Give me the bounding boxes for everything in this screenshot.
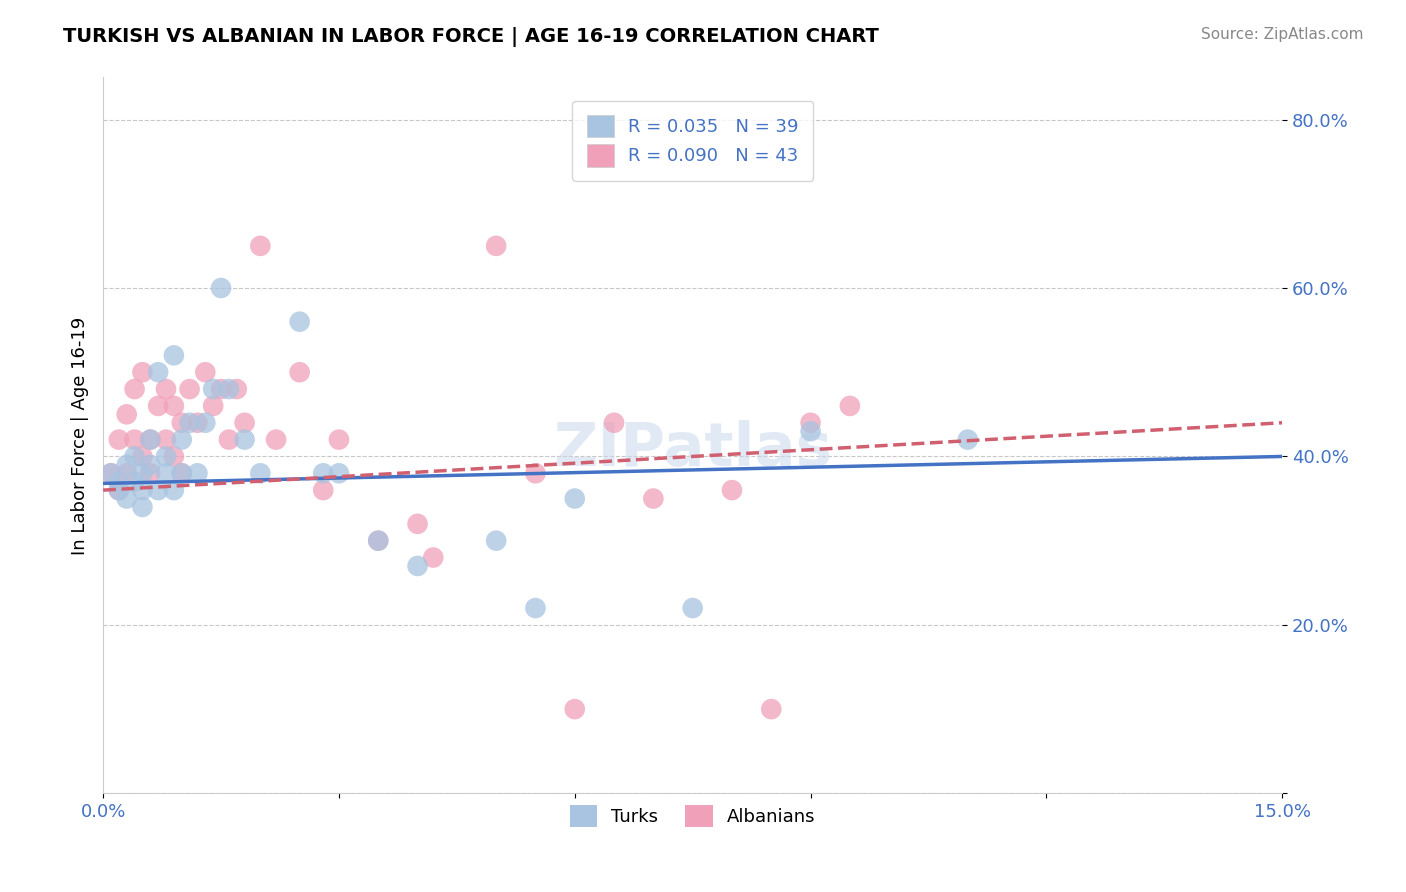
Point xyxy=(233,433,256,447)
Point xyxy=(131,500,153,514)
Point xyxy=(288,365,311,379)
Point xyxy=(170,416,193,430)
Point xyxy=(406,558,429,573)
Point xyxy=(170,467,193,481)
Point xyxy=(524,601,547,615)
Point xyxy=(209,281,232,295)
Point xyxy=(682,601,704,615)
Point xyxy=(146,483,169,497)
Point xyxy=(179,416,201,430)
Point xyxy=(367,533,389,548)
Point xyxy=(155,450,177,464)
Point xyxy=(249,467,271,481)
Point xyxy=(131,483,153,497)
Point xyxy=(124,433,146,447)
Point xyxy=(194,365,217,379)
Point xyxy=(131,450,153,464)
Point xyxy=(163,348,186,362)
Point xyxy=(146,399,169,413)
Point xyxy=(124,450,146,464)
Point xyxy=(194,416,217,430)
Point xyxy=(124,475,146,489)
Point xyxy=(564,702,586,716)
Point xyxy=(367,533,389,548)
Point xyxy=(131,467,153,481)
Point xyxy=(155,467,177,481)
Point xyxy=(163,399,186,413)
Point xyxy=(155,382,177,396)
Point xyxy=(100,467,122,481)
Point xyxy=(406,516,429,531)
Point xyxy=(163,483,186,497)
Point xyxy=(170,467,193,481)
Point xyxy=(643,491,665,506)
Point xyxy=(108,475,131,489)
Point xyxy=(202,399,225,413)
Legend: Turks, Albanians: Turks, Albanians xyxy=(562,798,823,834)
Point xyxy=(139,467,162,481)
Point xyxy=(524,467,547,481)
Y-axis label: In Labor Force | Age 16-19: In Labor Force | Age 16-19 xyxy=(72,317,89,555)
Point xyxy=(139,433,162,447)
Point xyxy=(131,365,153,379)
Point xyxy=(328,433,350,447)
Point xyxy=(312,467,335,481)
Point xyxy=(956,433,979,447)
Point xyxy=(108,483,131,497)
Point xyxy=(249,239,271,253)
Point xyxy=(328,467,350,481)
Point xyxy=(115,491,138,506)
Point xyxy=(124,382,146,396)
Point xyxy=(108,483,131,497)
Point xyxy=(800,416,823,430)
Point xyxy=(233,416,256,430)
Text: ZIPatlas: ZIPatlas xyxy=(553,420,832,479)
Point xyxy=(139,458,162,472)
Point xyxy=(186,467,208,481)
Point xyxy=(179,382,201,396)
Point xyxy=(288,315,311,329)
Point xyxy=(170,433,193,447)
Point xyxy=(485,239,508,253)
Point xyxy=(218,433,240,447)
Point xyxy=(115,408,138,422)
Point xyxy=(155,433,177,447)
Point xyxy=(264,433,287,447)
Point xyxy=(485,533,508,548)
Point xyxy=(115,458,138,472)
Point xyxy=(312,483,335,497)
Point xyxy=(139,433,162,447)
Point xyxy=(186,416,208,430)
Point xyxy=(761,702,783,716)
Point xyxy=(603,416,626,430)
Point xyxy=(115,467,138,481)
Point xyxy=(800,424,823,438)
Text: TURKISH VS ALBANIAN IN LABOR FORCE | AGE 16-19 CORRELATION CHART: TURKISH VS ALBANIAN IN LABOR FORCE | AGE… xyxy=(63,27,879,46)
Point xyxy=(838,399,860,413)
Point xyxy=(225,382,247,396)
Point xyxy=(202,382,225,396)
Point xyxy=(108,433,131,447)
Point xyxy=(564,491,586,506)
Text: Source: ZipAtlas.com: Source: ZipAtlas.com xyxy=(1201,27,1364,42)
Point xyxy=(218,382,240,396)
Point xyxy=(209,382,232,396)
Point xyxy=(721,483,744,497)
Point xyxy=(163,450,186,464)
Point xyxy=(422,550,444,565)
Point xyxy=(100,467,122,481)
Point xyxy=(146,365,169,379)
